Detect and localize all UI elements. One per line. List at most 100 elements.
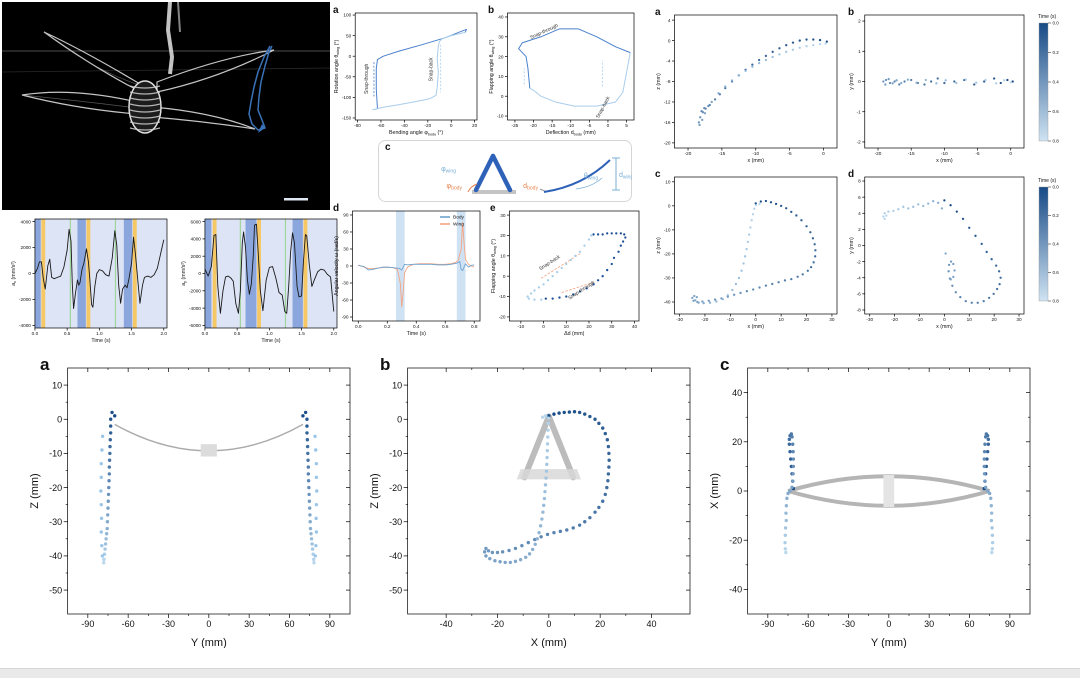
svg-text:-50: -50	[344, 74, 351, 79]
svg-text:1.5: 1.5	[298, 331, 305, 336]
svg-text:dwing: dwing	[619, 172, 632, 181]
svg-text:-4: -4	[857, 275, 862, 280]
svg-text:x (mm): x (mm)	[936, 158, 953, 164]
svg-text:-60: -60	[122, 619, 135, 629]
svg-text:-40: -40	[729, 585, 742, 595]
svg-text:0: 0	[886, 619, 891, 629]
svg-text:40: 40	[732, 388, 742, 398]
svg-text:30: 30	[609, 324, 615, 329]
svg-text:0: 0	[754, 317, 757, 322]
svg-text:20: 20	[992, 317, 998, 322]
panel-letter: b	[380, 355, 391, 374]
svg-text:0.0: 0.0	[355, 324, 362, 329]
svg-text:0: 0	[206, 619, 211, 629]
svg-text:Y (mm): Y (mm)	[871, 637, 907, 648]
svg-text:-20: -20	[875, 151, 882, 156]
svg-text:-6: -6	[857, 292, 862, 297]
svg-text:0.0: 0.0	[32, 331, 39, 336]
svg-text:0: 0	[737, 486, 742, 496]
panel-wingtip-xz: b -40 -20 0 20 40 -50 -40 -30 -20 -10 0 10 X (mm) Z (…	[368, 356, 700, 648]
svg-text:-30: -30	[342, 281, 349, 286]
svg-text:-10: -10	[727, 317, 734, 322]
svg-text:Deflection dbody (mm): Deflection dbody (mm)	[546, 130, 596, 136]
svg-text:2: 2	[858, 19, 861, 24]
svg-text:Rotation angle θwing (°): Rotation angle θwing (°)	[334, 39, 340, 93]
svg-text:x (mm): x (mm)	[747, 158, 764, 164]
svg-text:0: 0	[822, 151, 825, 156]
svg-text:-20: -20	[530, 123, 537, 128]
panel-acceleration-x: 0.0 0.5 1.0 1.5 2.0 -4000 -2000 0 2000 4000 Time (…	[10, 212, 173, 344]
svg-text:0: 0	[450, 123, 453, 128]
svg-text:x (mm): x (mm)	[936, 324, 953, 330]
svg-text:-10: -10	[664, 228, 671, 233]
svg-text:-12: -12	[664, 100, 671, 105]
svg-text:30: 30	[1016, 317, 1022, 322]
svg-text:-10: -10	[916, 317, 923, 322]
svg-text:-60: -60	[378, 123, 385, 128]
svg-text:1.5: 1.5	[128, 331, 135, 336]
svg-text:Time (s): Time (s)	[407, 331, 426, 337]
svg-text:Flapping angle θwing (°): Flapping angle θwing (°)	[489, 39, 495, 93]
svg-text:2000: 2000	[190, 254, 201, 259]
svg-text:Body: Body	[453, 215, 465, 221]
svg-text:-20: -20	[499, 315, 506, 320]
svg-text:-5: -5	[788, 151, 793, 156]
svg-text:0.6: 0.6	[1053, 270, 1060, 275]
svg-text:0.8: 0.8	[1053, 139, 1060, 144]
svg-text:-15: -15	[718, 151, 725, 156]
svg-text:-20: -20	[49, 483, 62, 493]
svg-text:30: 30	[244, 619, 254, 629]
svg-text:10: 10	[564, 324, 570, 329]
svg-text:Flapping angle θwing (°): Flapping angle θwing (°)	[491, 239, 497, 293]
svg-text:-30: -30	[842, 619, 855, 629]
svg-text:-90: -90	[81, 619, 94, 629]
svg-text:0.0: 0.0	[202, 331, 209, 336]
svg-text:z (mm): z (mm)	[656, 73, 662, 90]
svg-text:-10: -10	[49, 449, 62, 459]
svg-text:-20: -20	[664, 141, 671, 146]
svg-text:0: 0	[858, 243, 861, 248]
svg-text:30: 30	[498, 34, 504, 39]
svg-text:1: 1	[858, 49, 861, 54]
svg-text:-6000: -6000	[189, 323, 201, 328]
svg-text:0: 0	[1009, 151, 1012, 156]
panel-trajectory-xy: b -20 -15 -10 -5 0 -2 -1 0 1 2 x (mm) y (mm)	[848, 8, 1030, 164]
svg-text:60: 60	[964, 619, 974, 629]
panel-letter: a	[333, 5, 339, 16]
svg-text:0.6: 0.6	[1053, 109, 1060, 114]
svg-text:-80: -80	[354, 123, 361, 128]
svg-text:-20: -20	[729, 535, 742, 545]
time-colorbar-bottom: Time (s) 0.0 0.2 0.4 0.6 0.8	[1036, 176, 1078, 308]
panel-trajectory-xy-2: d -30 -20 -10 0 10 20 30 -8 -6 -4 -2 0 2 4 6 8 x (mm) y (…	[848, 170, 1030, 330]
svg-text:20: 20	[732, 437, 742, 447]
svg-text:0.4: 0.4	[1053, 80, 1060, 85]
svg-text:-40: -40	[401, 123, 408, 128]
panel-letter: b	[848, 7, 855, 18]
svg-text:-4000: -4000	[189, 306, 201, 311]
svg-text:Wing: Wing	[453, 222, 464, 228]
svg-text:4: 4	[858, 211, 861, 216]
svg-text:20: 20	[586, 324, 592, 329]
svg-text:ay (mm/s²): ay (mm/s²)	[181, 261, 187, 286]
svg-text:8: 8	[858, 179, 861, 184]
svg-text:0.8: 0.8	[471, 324, 478, 329]
svg-text:1.0: 1.0	[266, 331, 273, 336]
svg-text:Δd (mm): Δd (mm)	[564, 331, 585, 337]
svg-text:-15: -15	[549, 123, 556, 128]
svg-text:20: 20	[498, 54, 504, 59]
panel-letter: a	[655, 7, 661, 18]
svg-text:0: 0	[503, 274, 506, 279]
svg-text:6000: 6000	[190, 219, 201, 224]
svg-text:2.0: 2.0	[331, 331, 338, 336]
panel-letter: d	[333, 203, 340, 214]
svg-text:10: 10	[52, 380, 62, 390]
panel-letter: e	[490, 203, 496, 214]
svg-text:20: 20	[595, 619, 605, 629]
svg-text:-2000: -2000	[189, 288, 201, 293]
svg-text:-20: -20	[664, 252, 671, 257]
svg-text:10: 10	[665, 179, 671, 184]
panel-flapping-vs-delta-d: e -10 0 10 20 30 40 -20 -10 0 10 20 30 Δd (mm) Flappi…	[490, 204, 645, 337]
svg-text:2000: 2000	[20, 245, 31, 250]
panel-trajectory-xz-2: c -30 -20 -10 0 10 20 30 -40 -30 -20 -10 0 10 x (mm) z…	[655, 170, 843, 330]
svg-text:0.2: 0.2	[1053, 50, 1060, 55]
